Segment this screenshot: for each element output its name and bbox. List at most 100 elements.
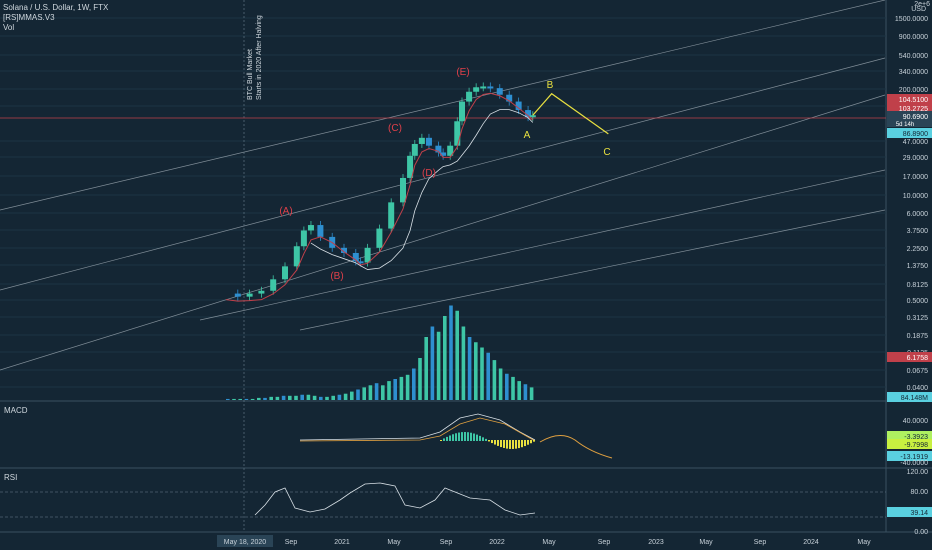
price-tick-label: 47.0000: [903, 139, 928, 146]
time-axis-label: 2024: [803, 539, 819, 546]
volume-bar: [430, 326, 435, 400]
volume-bar: [337, 394, 342, 400]
rsi-label: RSI: [4, 473, 18, 482]
indicator-vol: Vol: [3, 23, 15, 32]
volume-bar: [275, 396, 280, 400]
annotation-line2: Starts in 2020 After Halving: [256, 15, 263, 100]
macd-hist: [491, 440, 493, 444]
time-axis-label: Sep: [440, 539, 453, 546]
volume-bar: [511, 376, 515, 400]
wave-label: C: [603, 147, 610, 158]
price-badge-label: 104.5100: [899, 97, 928, 104]
macd-hist: [521, 440, 523, 448]
price-badge-sub: 5d 14h: [896, 122, 914, 128]
macd-hist: [476, 434, 478, 441]
volume-bar: [306, 394, 311, 400]
candle: [388, 202, 395, 229]
macd-hist: [449, 435, 451, 441]
volume-bar: [374, 383, 379, 400]
candle: [352, 252, 359, 262]
candle: [529, 115, 536, 118]
candle: [487, 86, 494, 89]
macd-label: MACD: [4, 406, 28, 415]
macd-value-label: 40.0000: [903, 418, 928, 425]
candle: [270, 279, 277, 291]
volume-bar: [498, 368, 503, 400]
wave-label: (E): [456, 67, 469, 78]
macd-hist: [467, 432, 469, 441]
candle: [525, 110, 532, 118]
volume-bar: [523, 384, 528, 400]
candle: [258, 290, 265, 294]
channel-line: [0, 94, 886, 371]
wave-label: A: [524, 130, 531, 141]
rsi-value-label: 120.00: [907, 469, 929, 476]
price-tick-label: 0.8125: [907, 282, 929, 289]
time-axis-label: Sep: [285, 539, 298, 546]
volume-bar: [362, 387, 366, 400]
volume-bar: [312, 395, 317, 400]
volume-bar: [226, 398, 230, 400]
volume-bar: [244, 398, 249, 400]
macd-signal: [299, 417, 536, 442]
volume-bar: [467, 337, 472, 400]
volume-bar: [281, 395, 286, 400]
candle: [515, 101, 522, 111]
volume-bar: [343, 393, 348, 400]
volume-bar: [325, 396, 329, 400]
volume-bar: [443, 316, 447, 400]
ma-line: [225, 92, 534, 302]
time-axis-label: 2023: [648, 539, 664, 546]
volume-bar: [474, 342, 478, 400]
price-badge-label: 86.8900: [903, 131, 928, 138]
candle: [480, 86, 487, 89]
candle: [496, 88, 503, 95]
macd-hist: [440, 440, 442, 441]
macd-badge: [887, 439, 932, 449]
macd-hist: [518, 440, 520, 449]
candle: [473, 87, 480, 92]
volume-bar: [387, 381, 391, 400]
macd-value-label: -13.1919: [900, 454, 928, 461]
ma-line-slow: [310, 109, 534, 270]
volume-bar: [455, 310, 459, 400]
macd-hist: [494, 440, 496, 445]
wave-label: (C): [388, 123, 402, 134]
candle: [246, 293, 253, 297]
rsi-value-label: 39.14: [910, 510, 928, 517]
macd-hist: [497, 440, 499, 446]
candle: [376, 228, 383, 248]
macd-hist: [506, 440, 508, 449]
macd-value-label: -40.0000: [900, 460, 928, 467]
macd-hist: [470, 432, 472, 441]
price-tick-label: 0.1875: [907, 333, 929, 340]
time-axis-label: May: [542, 539, 556, 546]
price-tick-label: 29.0000: [903, 155, 928, 162]
candle: [293, 246, 300, 267]
price-axis-unit: USD: [911, 6, 926, 13]
macd-value-label: -3.3923: [904, 434, 928, 441]
volume-bar: [424, 337, 428, 400]
candle: [459, 101, 465, 122]
volume-bar: [238, 398, 242, 400]
macd-hist: [515, 440, 517, 449]
channel-line: [0, 57, 886, 291]
wave-label: B: [547, 80, 554, 91]
price-badge-label: 6.1758: [907, 355, 929, 362]
price-tick-label: 2.2500: [907, 246, 929, 253]
macd-hist: [446, 436, 448, 441]
macd-hist: [500, 440, 502, 448]
macd-hist: [488, 440, 490, 442]
price-badge: [887, 128, 932, 138]
symbol-title: Solana / U.S. Dollar, 1W, FTX: [3, 3, 109, 12]
price-badge-label: 90.6900: [903, 114, 928, 121]
volume-bar: [269, 396, 273, 400]
macd-hist: [473, 433, 475, 441]
price-badge: [887, 392, 932, 402]
candle: [364, 247, 371, 263]
rsi-line: [254, 482, 536, 516]
volume-bar: [405, 374, 410, 400]
candle: [435, 145, 442, 153]
volume-bar: [480, 347, 484, 400]
candle: [317, 225, 324, 237]
